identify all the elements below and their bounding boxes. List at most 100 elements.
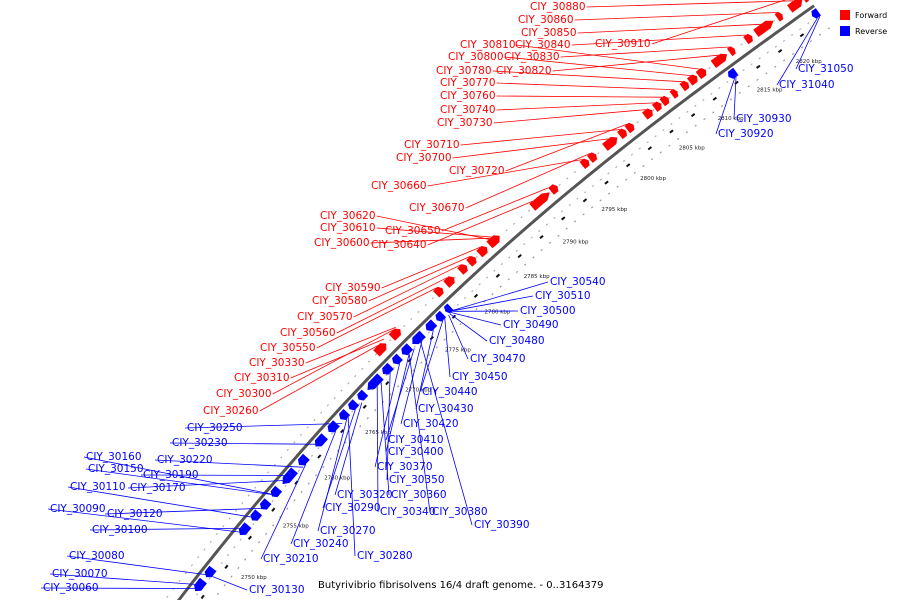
gene-label[interactable]: CIY_30070	[52, 568, 108, 580]
gene-label[interactable]: CIY_30250	[187, 422, 243, 434]
reverse-gene-arrow[interactable]	[728, 67, 739, 79]
gene-label[interactable]: CIY_30090	[50, 503, 106, 515]
gene-label[interactable]: CIY_30780	[436, 65, 492, 77]
forward-gene-arrow[interactable]	[743, 33, 753, 45]
gene-label[interactable]: CIY_30220	[157, 454, 213, 466]
gene-label[interactable]: CIY_30150	[88, 463, 144, 475]
forward-gene-arrow[interactable]	[443, 276, 455, 288]
gene-label[interactable]: CIY_30830	[504, 51, 560, 63]
forward-gene-arrow[interactable]	[669, 88, 679, 99]
gene-label[interactable]: CIY_30420	[403, 418, 459, 430]
gene-label[interactable]: CIY_30130	[249, 584, 305, 596]
gene-label[interactable]: CIY_30710	[404, 139, 460, 151]
forward-gene-arrow[interactable]	[652, 101, 662, 113]
gene-label[interactable]: CIY_30490	[503, 319, 559, 331]
reverse-gene-arrow[interactable]	[382, 362, 394, 375]
gene-label[interactable]: CIY_30590	[325, 282, 381, 294]
reverse-gene-arrow[interactable]	[339, 409, 351, 420]
forward-gene-arrow[interactable]	[679, 80, 690, 92]
reverse-gene-arrow[interactable]	[259, 498, 272, 510]
forward-gene-arrow[interactable]	[388, 328, 401, 341]
gene-label[interactable]: CIY_30110	[70, 481, 126, 493]
gene-label[interactable]: CIY_30840	[515, 39, 571, 51]
gene-label[interactable]: CIY_30190	[143, 469, 199, 481]
gene-label[interactable]: CIY_30550	[260, 342, 316, 354]
gene-label[interactable]: CIY_30560	[280, 327, 336, 339]
reverse-gene-arrow[interactable]	[250, 509, 263, 521]
reverse-gene-arrow[interactable]	[392, 353, 403, 365]
forward-gene-arrow[interactable]	[587, 152, 598, 163]
gene-label[interactable]: CIY_30770	[440, 77, 496, 89]
gene-label[interactable]: CIY_30600	[314, 237, 370, 249]
forward-gene-arrow[interactable]	[476, 245, 488, 258]
gene-label[interactable]: CIY_31040	[779, 79, 835, 91]
reverse-gene-arrow[interactable]	[357, 389, 369, 401]
reverse-gene-arrow[interactable]	[238, 522, 252, 535]
reverse-gene-arrow[interactable]	[194, 577, 207, 592]
gene-label[interactable]: CIY_30330	[249, 357, 305, 369]
gene-label[interactable]: CIY_30720	[449, 165, 505, 177]
gene-label[interactable]: CIY_30340	[380, 506, 436, 518]
reverse-gene-arrow[interactable]	[297, 453, 310, 466]
reverse-gene-arrow[interactable]	[412, 330, 426, 345]
forward-gene-arrow[interactable]	[602, 136, 618, 151]
gene-label[interactable]: CIY_30700	[396, 152, 452, 164]
gene-label[interactable]: CIY_30400	[388, 446, 444, 458]
gene-label[interactable]: CIY_30310	[234, 372, 290, 384]
gene-label[interactable]: CIY_30080	[69, 550, 125, 562]
gene-label[interactable]: CIY_30920	[718, 128, 774, 140]
gene-label[interactable]: CIY_30850	[521, 27, 577, 39]
reverse-gene-arrow[interactable]	[443, 303, 454, 314]
gene-label[interactable]: CIY_30260	[203, 405, 259, 417]
forward-gene-arrow[interactable]	[687, 74, 698, 86]
gene-label[interactable]: CIY_30640	[371, 239, 427, 251]
gene-label[interactable]: CIY_30580	[312, 295, 368, 307]
forward-gene-arrow[interactable]	[373, 343, 387, 357]
gene-label[interactable]: CIY_30450	[452, 371, 508, 383]
gene-label[interactable]: CIY_30160	[86, 451, 142, 463]
gene-label[interactable]: CIY_30760	[440, 90, 496, 102]
gene-label[interactable]: CIY_30650	[385, 225, 441, 237]
gene-label[interactable]: CIY_30120	[107, 508, 163, 520]
forward-gene-arrow[interactable]	[659, 95, 670, 107]
reverse-gene-arrow[interactable]	[425, 319, 438, 332]
reverse-gene-arrow[interactable]	[204, 565, 217, 578]
forward-gene-arrow[interactable]	[753, 20, 774, 37]
gene-label[interactable]: CIY_30360	[391, 489, 447, 501]
gene-label[interactable]: CIY_30540	[550, 276, 606, 288]
forward-gene-arrow[interactable]	[466, 255, 477, 267]
gene-label[interactable]: CIY_30620	[320, 210, 376, 222]
gene-label[interactable]: CIY_30810	[460, 39, 516, 51]
gene-label[interactable]: CIY_30510	[535, 290, 591, 302]
gene-label[interactable]: CIY_30930	[736, 113, 792, 125]
reverse-gene-arrow[interactable]	[348, 399, 360, 411]
gene-label[interactable]: CIY_30060	[43, 582, 99, 594]
forward-gene-arrow[interactable]	[624, 122, 635, 134]
reverse-gene-arrow[interactable]	[327, 420, 340, 433]
gene-label[interactable]: CIY_30350	[389, 474, 445, 486]
forward-gene-arrow[interactable]	[801, 0, 809, 3]
gene-label[interactable]: CIY_30320	[337, 489, 393, 501]
gene-label[interactable]: CIY_30880	[530, 1, 586, 13]
reverse-gene-arrow[interactable]	[270, 485, 283, 498]
gene-label[interactable]: CIY_30670	[409, 202, 465, 214]
reverse-gene-arrow[interactable]	[282, 467, 298, 485]
gene-label[interactable]: CIY_30740	[440, 104, 496, 116]
gene-label[interactable]: CIY_30470	[470, 353, 526, 365]
reverse-gene-arrow[interactable]	[401, 343, 414, 356]
gene-label[interactable]: CIY_30210	[263, 553, 319, 565]
forward-gene-arrow[interactable]	[457, 264, 468, 275]
gene-label[interactable]: CIY_30240	[293, 538, 349, 550]
gene-label[interactable]: CIY_30910	[595, 38, 651, 50]
forward-gene-arrow[interactable]	[727, 46, 736, 57]
gene-label[interactable]: CIY_30410	[388, 434, 444, 446]
gene-label[interactable]: CIY_30430	[418, 403, 474, 415]
forward-gene-arrow[interactable]	[695, 68, 707, 80]
gene-label[interactable]: CIY_30610	[320, 222, 376, 234]
gene-label[interactable]: CIY_30480	[489, 335, 545, 347]
forward-gene-arrow[interactable]	[529, 192, 550, 211]
gene-label[interactable]: CIY_30100	[92, 524, 148, 536]
gene-label[interactable]: CIY_30380	[432, 506, 488, 518]
gene-label[interactable]: CIY_30230	[172, 437, 228, 449]
reverse-gene-arrow[interactable]	[314, 433, 328, 447]
